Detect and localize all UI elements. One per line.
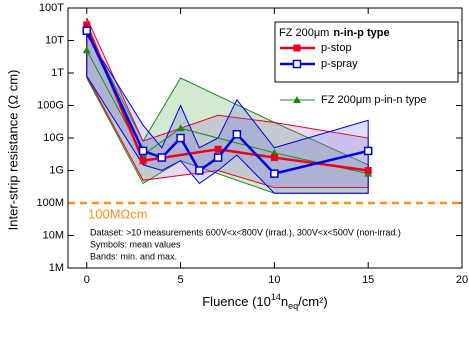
x-tick-label: 15 [362,274,374,286]
legend-title: FZ 200μm n-in-p type [279,27,390,39]
note: Bands: min. and max. [90,251,177,261]
marker [195,166,204,175]
note: Dataset: >10 measurements 600V<x<800V (i… [90,227,401,237]
x-tick-label: 20 [456,274,468,286]
y-tick-label: 1G [49,164,64,176]
y-axis-label: Inter-strip resistance (Ω cm) [5,70,20,231]
marker [157,153,167,162]
x-label-part: /cm²) [298,294,328,309]
marker [292,59,302,69]
marker [214,145,222,153]
y-tick-label: 100T [39,2,64,14]
x-label-part: n [281,294,288,309]
y-tick-label: 10G [43,132,64,144]
marker [232,130,242,139]
legend-label: p-stop [321,42,352,54]
x-label-sup: 14 [271,292,281,302]
marker [270,169,279,178]
marker [139,157,147,165]
marker [82,46,91,54]
x-tick-label: 10 [268,274,280,286]
legend-title-part: FZ 200μm [279,27,329,39]
x-label-sub: eq [288,301,298,311]
marker [83,21,91,29]
marker [270,154,278,162]
band [86,33,369,194]
marker [176,133,185,143]
marker [364,167,372,174]
marker [213,153,223,162]
plot-frame [67,7,463,269]
y-tick-label: 100M [36,197,64,209]
y-tick-label: 1T [51,67,64,79]
x-tick-label: 5 [178,274,184,286]
reference-label: 100MΩcm [88,206,148,221]
marker [82,26,92,35]
legend-label: p-spray [321,58,358,70]
marker [176,124,185,132]
note: Symbols: mean values [90,239,181,249]
marker [293,44,301,52]
y-tick-label: 1M [49,262,64,274]
marker [293,96,301,103]
legend-box [274,21,459,83]
marker [138,146,148,156]
x-axis-label: Fluence (1014neq/cm²) [202,292,328,311]
y-tick-label: 10T [45,34,64,46]
x-tick-label: 0 [84,274,90,286]
marker [363,146,373,156]
legend-title-bold: n-in-p type [333,27,389,39]
y-tick-label: 10M [43,229,64,241]
legend-label: FZ 200μm p-in-n type [321,94,426,106]
x-label-part: Fluence (10 [202,294,271,309]
y-tick-label: 100G [37,99,64,111]
